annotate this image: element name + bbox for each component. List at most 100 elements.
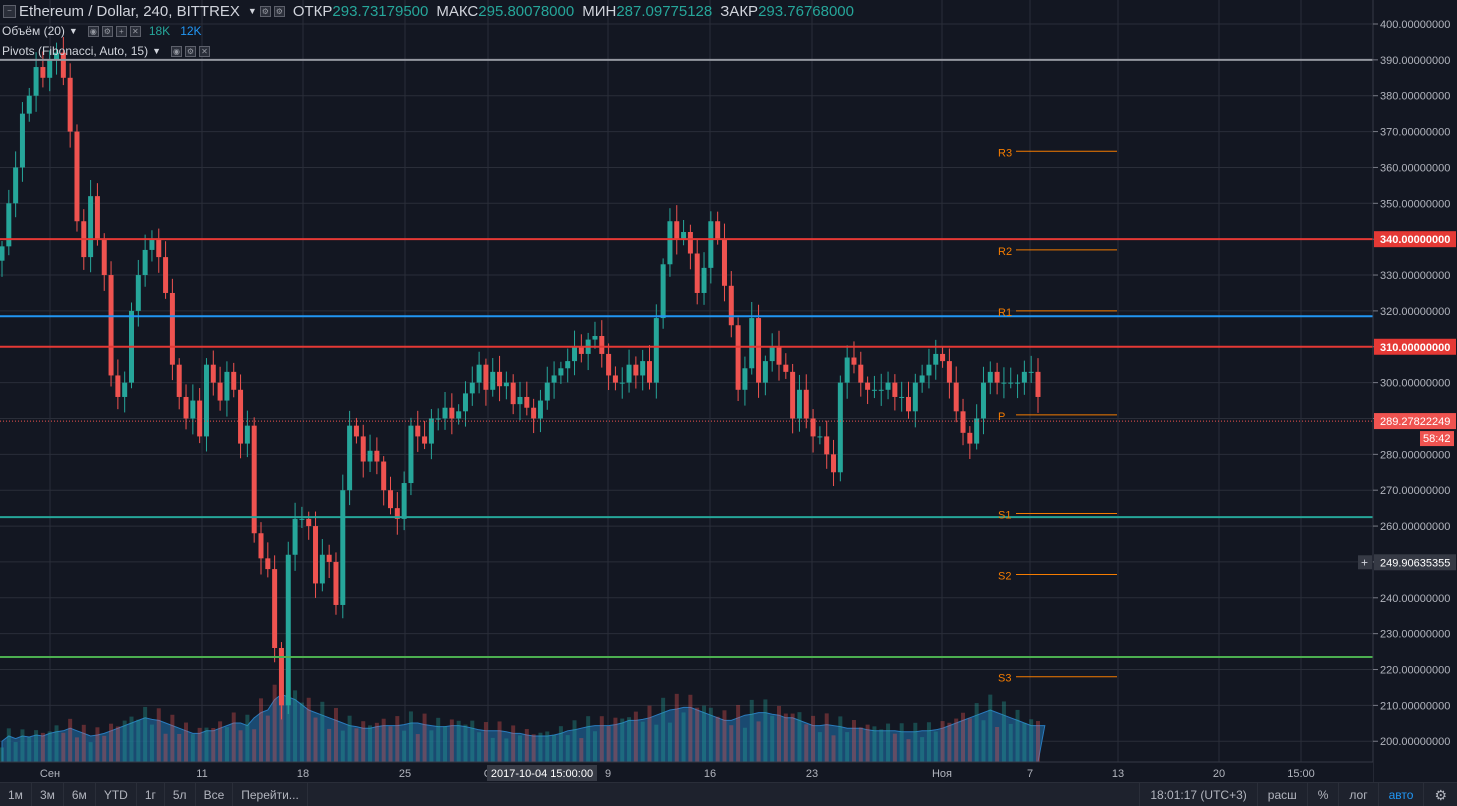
volume-bar [606, 725, 611, 762]
gear-icon[interactable]: ⚙ [273, 5, 285, 17]
volume-bar [259, 698, 263, 762]
candle-body [537, 400, 543, 419]
settings-icon[interactable]: ⚙ [259, 5, 271, 17]
add-alert-icon[interactable] [1358, 555, 1372, 570]
candle-body [381, 461, 387, 491]
percent-toggle[interactable]: % [1306, 783, 1339, 806]
volume-indicator-label[interactable]: Объём (20) [2, 24, 65, 38]
volume-bar [354, 728, 359, 762]
candle-body [374, 450, 380, 462]
price-tick-label: 240.00000000 [1380, 593, 1450, 605]
candle [735, 317, 741, 402]
symbol-title[interactable]: Ethereum / Dollar, 240, BITTREX [19, 2, 240, 20]
candle-body [606, 353, 612, 376]
volume-bar [777, 705, 781, 762]
extended-toggle[interactable]: расш [1256, 783, 1307, 806]
log-toggle[interactable]: лог [1338, 783, 1377, 806]
timeframe-3m[interactable]: 3м [32, 782, 64, 806]
candle-body [776, 346, 782, 365]
candle [578, 334, 584, 363]
candle-body [231, 371, 237, 390]
volume-bar [34, 730, 39, 762]
chevron-down-icon[interactable]: ▼ [247, 6, 257, 16]
volume-bar [824, 713, 829, 762]
timeframe-6m[interactable]: 6м [64, 782, 96, 806]
timeframe-1m[interactable]: 1м [0, 782, 32, 806]
chart-legend: − Ethereum / Dollar, 240, BITTREX ▼ ⚙ ⚙ … [0, 0, 854, 22]
candle [980, 366, 986, 435]
timeframe-5y[interactable]: 5л [165, 782, 196, 806]
candle-body [953, 382, 959, 412]
time-tick-label: 25 [399, 768, 411, 780]
line-price-badge [1374, 231, 1456, 248]
pivot-label: S2 [998, 570, 1011, 582]
volume-bar [579, 738, 584, 762]
candle [878, 373, 884, 406]
volume-bar [74, 737, 79, 762]
candle-body [306, 518, 312, 527]
candle [456, 404, 462, 425]
volume-bar [558, 726, 563, 762]
candle-body [858, 364, 864, 383]
candle-body [183, 396, 189, 419]
timeframe-all[interactable]: Все [196, 782, 234, 806]
eye-icon[interactable]: ◉ [87, 25, 99, 37]
volume-bar [81, 724, 86, 762]
candle [844, 345, 850, 399]
volume-bar [1008, 723, 1013, 762]
price-chart[interactable]: R3 R2 R1 P S1 S2 S3 200.00000000 210.00000000 22… [0, 0, 1457, 782]
volume-bar [722, 710, 727, 762]
eye-icon[interactable]: ◉ [171, 45, 182, 57]
price-tick-label: 360.00000000 [1380, 162, 1450, 174]
volume-bar [265, 715, 270, 762]
candle-body [26, 95, 32, 114]
candle [0, 240, 5, 277]
volume-bar [865, 724, 870, 762]
candle-body [40, 67, 46, 78]
time-tick-label: 16 [704, 768, 716, 780]
candle-body [640, 361, 646, 376]
chevron-down-icon[interactable]: ▼ [68, 26, 78, 36]
goto-button[interactable]: Перейти... [233, 782, 308, 806]
candle-body [701, 267, 707, 293]
close-icon[interactable]: ✕ [199, 45, 210, 57]
candle-body [592, 336, 598, 340]
chevron-down-icon[interactable]: ▼ [152, 46, 161, 56]
timeframe-ytd[interactable]: YTD [96, 782, 137, 806]
candle [108, 261, 114, 387]
price-tick-label: 390.00000000 [1380, 55, 1450, 67]
volume-bar [109, 723, 114, 762]
volume-layer [0, 684, 1046, 763]
volume-bar [920, 737, 925, 762]
gear-icon[interactable]: ⚙ [1423, 783, 1457, 806]
price-tick-label: 380.00000000 [1380, 91, 1450, 103]
timeframe-1y[interactable]: 1г [137, 782, 165, 806]
candle-body [169, 292, 175, 365]
collapse-icon[interactable]: − [3, 4, 16, 18]
candle-body [687, 232, 693, 254]
candle [769, 333, 775, 372]
gear-icon[interactable]: ⚙ [101, 25, 113, 37]
volume-bar [20, 729, 25, 762]
pivots-indicator-label[interactable]: Pivots (Fibonacci, Auto, 15) [2, 44, 149, 58]
candle [476, 351, 482, 394]
close-icon[interactable]: ✕ [129, 25, 141, 37]
volume-bar [906, 739, 911, 762]
volume-bar [961, 712, 966, 762]
plus-icon[interactable]: + [1361, 555, 1368, 569]
auto-toggle[interactable]: авто [1377, 783, 1424, 806]
candle-body [442, 407, 448, 419]
candle-body [667, 221, 673, 265]
candle-body [749, 318, 755, 369]
add-icon[interactable]: + [115, 25, 127, 37]
gear-icon[interactable]: ⚙ [185, 45, 196, 57]
clock-time[interactable]: 18:01:17 (UTC+3) [1139, 783, 1256, 806]
candle-body [524, 396, 530, 408]
candle-body [388, 490, 393, 509]
volume-bar [95, 727, 100, 762]
candle [238, 374, 244, 459]
price-axis[interactable]: 200.00000000 210.00000000 220.00000000 230.… [1358, 0, 1457, 782]
volume-bar [749, 699, 754, 762]
candle [510, 374, 516, 415]
